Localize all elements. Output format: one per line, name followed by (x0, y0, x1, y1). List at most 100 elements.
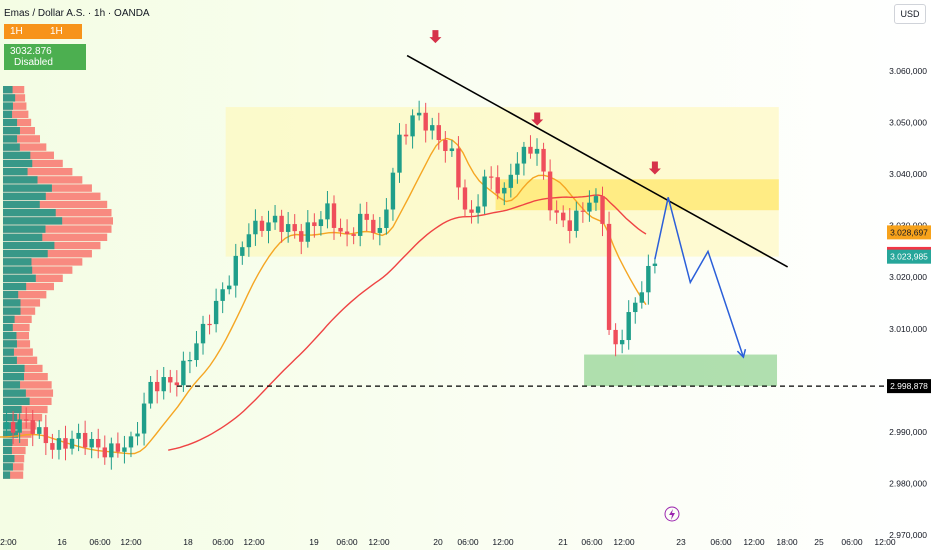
x-tick-label: 06:00 (212, 537, 234, 547)
volume-bar-buy (3, 135, 18, 143)
candle-body (528, 146, 533, 154)
candle-body (141, 403, 147, 434)
down-arrow-marker (531, 112, 544, 126)
candle-body (416, 112, 422, 116)
candle-body (482, 176, 487, 207)
volume-bar-buy (3, 348, 14, 356)
y-tick-label: 2.980,000 (889, 478, 927, 488)
x-tick-label: 06:00 (457, 537, 479, 547)
candle-body (502, 187, 507, 194)
candle-body (593, 196, 599, 203)
candle-body (4, 422, 9, 430)
candle-body (82, 432, 88, 448)
volume-bar-sell (3, 381, 52, 389)
symbol-title[interactable]: Emas / Dollar A.S. · 1h · OANDA (4, 8, 150, 19)
x-tick-label: 12:00 (492, 537, 514, 547)
candle-body (43, 427, 49, 444)
candle-body (521, 146, 527, 164)
candle-body (168, 377, 173, 383)
candle-body (37, 427, 42, 434)
candle-body (469, 209, 474, 213)
timeframe-badge-1[interactable]: 1H (4, 24, 44, 39)
volume-bar-sell (3, 438, 28, 446)
candle-body (547, 171, 553, 211)
candle-body (253, 220, 258, 235)
price-tag (887, 249, 931, 264)
candle-body (449, 148, 455, 152)
volume-bar-buy (3, 446, 12, 455)
x-tick-label: 12:00 (120, 537, 142, 547)
volume-bar-buy (3, 405, 22, 414)
x-tick-label: 06:00 (710, 537, 732, 547)
candle-body (633, 302, 638, 313)
candle-body (272, 215, 278, 223)
candle-body (639, 292, 645, 303)
volume-bar-buy (3, 389, 26, 397)
volume-bar-buy (3, 455, 15, 463)
resistance-trendline (406, 54, 789, 268)
candle-body (652, 263, 658, 266)
volume-bar-buy (3, 274, 36, 282)
down-arrow-marker (648, 161, 661, 175)
price-tag-label: 3.023,985 (890, 252, 928, 262)
candle-body (397, 134, 402, 173)
candle-body (606, 223, 612, 330)
volume-bar-buy (3, 192, 46, 200)
x-tick-label: 20 (433, 537, 443, 547)
y-tick-label: 3.060,000 (889, 66, 927, 76)
candle-body (567, 220, 572, 231)
x-tick-label: 18 (183, 537, 193, 547)
volume-bar-sell (3, 159, 63, 168)
candle-body (312, 222, 317, 227)
candle-body (344, 231, 350, 235)
volume-bar-buy (3, 233, 43, 241)
ma-short-line (0, 137, 647, 455)
candle-body (364, 213, 369, 220)
volume-bar-buy (3, 151, 31, 159)
volume-bar-buy (3, 471, 11, 479)
candle-body (423, 112, 428, 131)
volume-bar-buy (3, 250, 48, 258)
event-icon (664, 506, 680, 522)
candle-body (541, 148, 546, 172)
volume-bar-sell (3, 356, 38, 364)
volume-bar-sell (3, 323, 30, 332)
volume-bar-sell (3, 463, 24, 471)
volume-bar-buy (3, 225, 46, 233)
candle-body (377, 227, 383, 233)
volume-bar-buy (3, 299, 21, 307)
volume-bar-buy (3, 86, 13, 94)
candle-body (213, 300, 219, 325)
candle-body (646, 265, 651, 293)
candle-body (76, 432, 81, 439)
volume-bar-buy (3, 200, 40, 209)
y-tick-label: 3.040,000 (889, 169, 927, 179)
x-tick-label: 12:00 (243, 537, 265, 547)
volume-bar-buy (3, 291, 19, 299)
x-tick-label: 23 (676, 537, 686, 547)
candle-body (318, 219, 324, 227)
candle-body (122, 447, 127, 452)
candle-body (619, 340, 625, 345)
currency-button[interactable]: USD (894, 4, 926, 24)
candle-body (430, 125, 435, 131)
volume-bar-buy (3, 217, 63, 225)
candle-body (574, 210, 579, 231)
x-tick-label: 12:00 (613, 537, 635, 547)
volume-bar-sell (3, 266, 73, 274)
volume-bar-sell (3, 471, 24, 479)
price-tag (887, 379, 931, 394)
timeframe-badge-2[interactable]: 1H (44, 24, 82, 39)
candle-body (233, 255, 238, 286)
volume-bar-sell (3, 200, 108, 209)
candle-body (292, 224, 297, 232)
x-tick-label: 06:00 (841, 537, 863, 547)
candle-body (109, 443, 114, 458)
candle-body (69, 438, 75, 449)
candle-body (338, 227, 343, 232)
candle-body (227, 285, 232, 290)
volume-bar-buy (3, 118, 18, 127)
volume-bar-sell (3, 86, 25, 94)
